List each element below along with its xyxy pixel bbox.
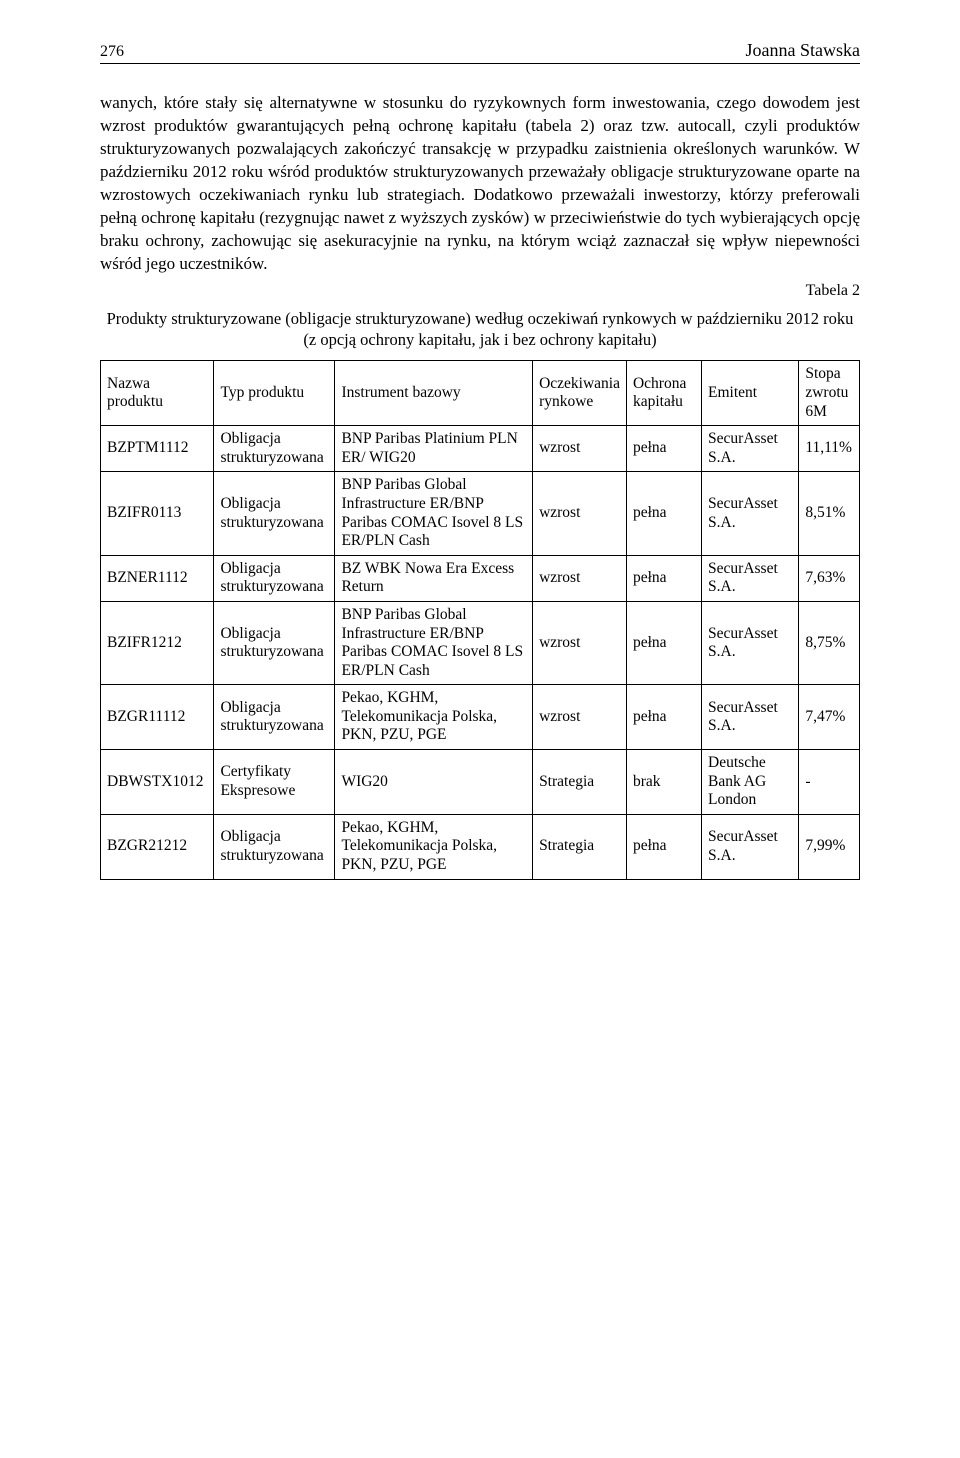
- cell-ochrona: pełna: [626, 601, 701, 684]
- cell-ochrona: pełna: [626, 685, 701, 750]
- cell-ochrona: brak: [626, 750, 701, 815]
- cell-stopa: 8,51%: [799, 472, 860, 555]
- table-row: BZIFR1212 Obligacja strukturyzowana BNP …: [101, 601, 860, 684]
- body-paragraph: wanych, które stały się alternatywne w s…: [100, 92, 860, 276]
- cell-typ: Obligacja strukturyzowana: [214, 685, 335, 750]
- cell-instrument: BZ WBK Nowa Era Excess Return: [335, 555, 533, 601]
- cell-ochrona: pełna: [626, 472, 701, 555]
- cell-instrument: Pekao, KGHM, Telekomunikacja Polska, PKN…: [335, 814, 533, 879]
- cell-emitent: SecurAsset S.A.: [702, 814, 799, 879]
- cell-typ: Obligacja strukturyzowana: [214, 601, 335, 684]
- cell-emitent: SecurAsset S.A.: [702, 472, 799, 555]
- cell-typ: Obligacja strukturyzowana: [214, 814, 335, 879]
- col-stopa-header: Stopa zwrotu 6M: [799, 361, 860, 426]
- cell-oczekiwania: wzrost: [533, 472, 627, 555]
- cell-ochrona: pełna: [626, 814, 701, 879]
- cell-emitent: SecurAsset S.A.: [702, 426, 799, 472]
- cell-stopa: -: [799, 750, 860, 815]
- cell-nazwa: BZPTM1112: [101, 426, 214, 472]
- cell-instrument: WIG20: [335, 750, 533, 815]
- col-oczekiwania-header: Oczekiwania rynkowe: [533, 361, 627, 426]
- table-row: BZPTM1112 Obligacja strukturyzowana BNP …: [101, 426, 860, 472]
- cell-emitent: SecurAsset S.A.: [702, 601, 799, 684]
- cell-oczekiwania: wzrost: [533, 555, 627, 601]
- cell-oczekiwania: wzrost: [533, 601, 627, 684]
- cell-emitent: SecurAsset S.A.: [702, 555, 799, 601]
- cell-stopa: 11,11%: [799, 426, 860, 472]
- col-ochrona-header: Ochrona kapitału: [626, 361, 701, 426]
- table-row: BZIFR0113 Obligacja strukturyzowana BNP …: [101, 472, 860, 555]
- col-nazwa-header: Nazwa produktu: [101, 361, 214, 426]
- cell-typ: Obligacja strukturyzowana: [214, 426, 335, 472]
- cell-ochrona: pełna: [626, 555, 701, 601]
- cell-emitent: SecurAsset S.A.: [702, 685, 799, 750]
- table-row: BZNER1112 Obligacja strukturyzowana BZ W…: [101, 555, 860, 601]
- cell-nazwa: BZIFR0113: [101, 472, 214, 555]
- table-body: BZPTM1112 Obligacja strukturyzowana BNP …: [101, 426, 860, 879]
- table-header-row: Nazwa produktu Typ produktu Instrument b…: [101, 361, 860, 426]
- cell-oczekiwania: Strategia: [533, 750, 627, 815]
- col-instrument-header: Instrument bazowy: [335, 361, 533, 426]
- cell-nazwa: DBWSTX1012: [101, 750, 214, 815]
- cell-oczekiwania: wzrost: [533, 685, 627, 750]
- table-row: DBWSTX1012 Certyfikaty Ekspresowe WIG20 …: [101, 750, 860, 815]
- products-table: Nazwa produktu Typ produktu Instrument b…: [100, 360, 860, 879]
- cell-nazwa: BZIFR1212: [101, 601, 214, 684]
- table-row: BZGR21212 Obligacja strukturyzowana Peka…: [101, 814, 860, 879]
- running-head: 276 Joanna Stawska: [100, 40, 860, 64]
- cell-stopa: 7,99%: [799, 814, 860, 879]
- cell-stopa: 8,75%: [799, 601, 860, 684]
- cell-instrument: BNP Paribas Platinium PLN ER/ WIG20: [335, 426, 533, 472]
- page: 276 Joanna Stawska wanych, które stały s…: [0, 0, 960, 1458]
- cell-typ: Certyfikaty Ekspresowe: [214, 750, 335, 815]
- cell-oczekiwania: Strategia: [533, 814, 627, 879]
- cell-oczekiwania: wzrost: [533, 426, 627, 472]
- cell-instrument: BNP Paribas Global Infrastructure ER/BNP…: [335, 601, 533, 684]
- col-emitent-header: Emitent: [702, 361, 799, 426]
- table-label: Tabela 2: [100, 282, 860, 300]
- cell-nazwa: BZGR21212: [101, 814, 214, 879]
- col-typ-header: Typ produktu: [214, 361, 335, 426]
- cell-emitent: Deutsche Bank AG London: [702, 750, 799, 815]
- cell-instrument: Pekao, KGHM, Telekomunikacja Polska, PKN…: [335, 685, 533, 750]
- cell-ochrona: pełna: [626, 426, 701, 472]
- cell-typ: Obligacja strukturyzowana: [214, 555, 335, 601]
- table-row: BZGR11112 Obligacja strukturyzowana Peka…: [101, 685, 860, 750]
- cell-nazwa: BZGR11112: [101, 685, 214, 750]
- page-number: 276: [100, 43, 124, 61]
- cell-typ: Obligacja strukturyzowana: [214, 472, 335, 555]
- table-caption: Produkty strukturyzowane (obligacje stru…: [100, 308, 860, 351]
- cell-instrument: BNP Paribas Global Infrastructure ER/BNP…: [335, 472, 533, 555]
- cell-stopa: 7,47%: [799, 685, 860, 750]
- author-name: Joanna Stawska: [746, 40, 860, 61]
- cell-nazwa: BZNER1112: [101, 555, 214, 601]
- cell-stopa: 7,63%: [799, 555, 860, 601]
